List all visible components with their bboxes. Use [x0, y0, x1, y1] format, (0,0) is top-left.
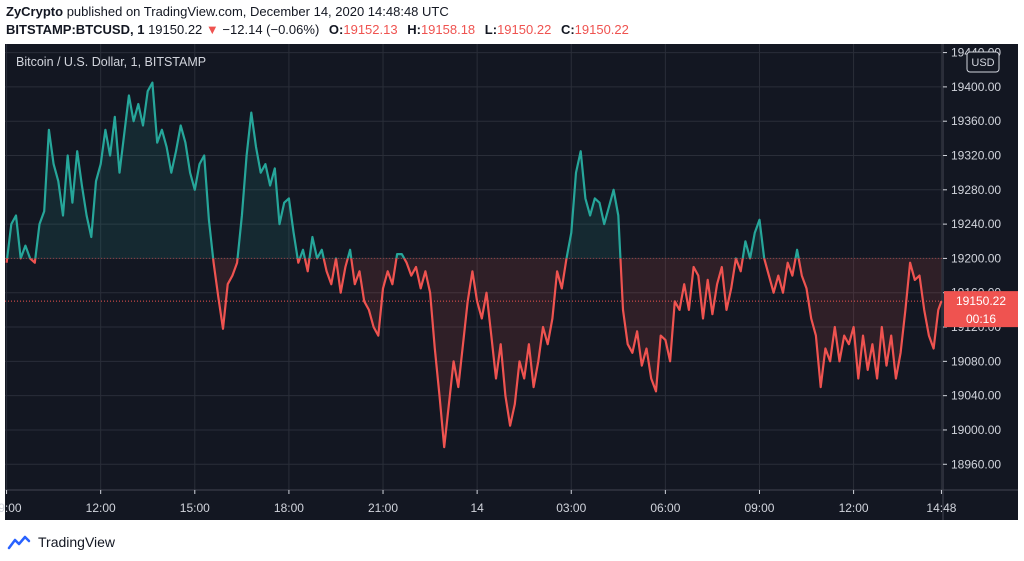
- x-tick-label: 14:48: [926, 501, 956, 515]
- published-text: published on TradingView.com, December 1…: [66, 4, 449, 19]
- countdown-label: 00:16: [966, 312, 996, 326]
- y-tick-label: 19320.00: [951, 149, 1001, 163]
- x-tick-label: 09:00: [0, 501, 22, 515]
- y-tick-label: 19080.00: [951, 354, 1001, 368]
- chart-title: Bitcoin / U.S. Dollar, 1, BITSTAMP: [16, 55, 206, 69]
- y-tick-label: 19240.00: [951, 217, 1001, 231]
- y-tick-label: 19360.00: [951, 114, 1001, 128]
- low-label: L:: [484, 22, 498, 37]
- y-tick-label: 18960.00: [951, 457, 1001, 471]
- open-value: 19152.13: [343, 22, 398, 37]
- x-tick-label: 09:00: [744, 501, 774, 515]
- x-tick-label: 21:00: [368, 501, 398, 515]
- tradingview-logo-icon: [7, 535, 31, 550]
- tradingview-brand: TradingView: [38, 534, 116, 550]
- price-line-up: [6, 81, 800, 259]
- grid: [5, 44, 943, 490]
- y-tick-label: 19280.00: [951, 183, 1001, 197]
- symbol-label: BITSTAMP:BTCUSD, 1: [6, 22, 145, 37]
- price-chart[interactable]: 18960.0019000.0019040.0019080.0019120.00…: [0, 44, 1018, 524]
- chart-background: [5, 44, 1018, 520]
- fill-above-baseline: [6, 82, 942, 259]
- down-arrow-icon: ▼: [205, 22, 219, 37]
- high-value: 19158.18: [420, 22, 476, 37]
- high-label: H:: [407, 22, 421, 37]
- time-axis[interactable]: 09:00 12:00 15:00 18:00 21:00 14 03:00 06:00 09:…: [0, 490, 957, 515]
- low-value: 19150.22: [497, 22, 552, 37]
- currency-button[interactable]: USD: [966, 51, 1000, 73]
- currency-label: USD: [971, 57, 994, 69]
- publish-info: ZyCrypto published on TradingView.com, D…: [6, 4, 449, 19]
- fill-below-baseline: [6, 258, 942, 448]
- last-price-label: 19150.22: [956, 294, 1006, 308]
- x-tick-label: 12:00: [839, 501, 869, 515]
- x-tick-label: 06:00: [650, 501, 680, 515]
- price-axis[interactable]: 18960.0019000.0019040.0019080.0019120.00…: [943, 46, 1001, 472]
- x-tick-label: 18:00: [274, 501, 304, 515]
- y-tick-label: 19040.00: [951, 389, 1001, 403]
- close-value: 19150.22: [574, 22, 629, 37]
- y-tick-label: 19200.00: [951, 251, 1001, 265]
- price-change: −12.14 (−0.06%): [222, 22, 320, 37]
- price-line-down: [5, 258, 943, 449]
- tradingview-footer[interactable]: TradingView: [6, 534, 115, 550]
- x-tick-label: 14: [470, 501, 484, 515]
- last-price-tag: 19150.22 00:16: [944, 291, 1018, 328]
- close-label: C:: [560, 22, 575, 37]
- x-tick-label: 12:00: [86, 501, 116, 515]
- last-price: 19150.22: [148, 22, 203, 37]
- publisher-name: ZyCrypto: [6, 4, 64, 19]
- y-tick-label: 19400.00: [951, 80, 1001, 94]
- x-tick-label: 03:00: [556, 501, 586, 515]
- y-tick-label: 19000.00: [951, 423, 1001, 437]
- ohlc-legend: BITSTAMP:BTCUSD, 1 19150.22 ▼ −12.14 (−0…: [6, 22, 629, 37]
- x-tick-label: 15:00: [180, 501, 210, 515]
- open-label: O:: [328, 22, 344, 37]
